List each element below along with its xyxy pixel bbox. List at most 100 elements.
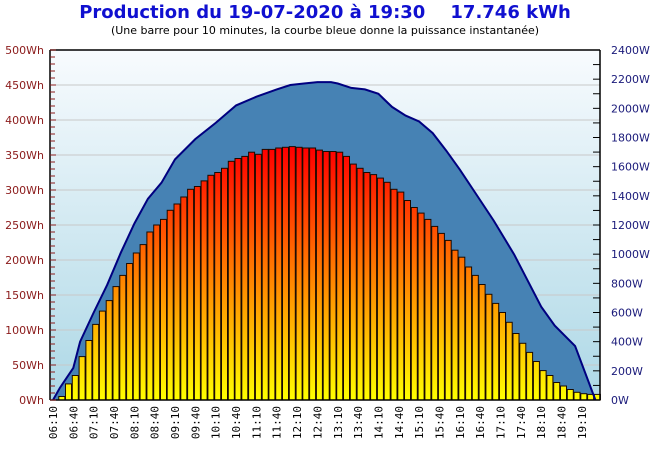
x-axis-label: 18:40 — [556, 406, 569, 439]
energy-bar — [424, 218, 432, 401]
energy-bar — [214, 172, 222, 401]
x-axis-label: 08:10 — [128, 406, 141, 439]
energy-bar — [376, 177, 384, 401]
left-axis-label: 100Wh — [5, 324, 44, 337]
energy-bar — [315, 149, 323, 401]
right-axis-label: 800W — [611, 277, 643, 290]
energy-bar — [532, 361, 540, 401]
energy-bar — [370, 174, 378, 401]
x-axis-label: 07:10 — [88, 406, 101, 439]
energy-bar — [431, 225, 439, 401]
energy-bar — [309, 147, 317, 401]
energy-bar — [71, 375, 79, 401]
energy-bar — [560, 385, 567, 401]
energy-bar — [512, 333, 520, 401]
energy-bar — [221, 167, 228, 401]
right-axis-label: 600W — [611, 307, 643, 320]
energy-bar — [85, 340, 93, 401]
left-axis-label: 0Wh — [19, 394, 44, 407]
left-axis-label: 200Wh — [5, 254, 44, 267]
energy-bar — [180, 196, 188, 401]
energy-bar — [268, 148, 276, 401]
x-axis-label: 10:40 — [230, 406, 243, 439]
x-axis-label: 17:40 — [515, 406, 528, 439]
left-axis-labels: 0Wh 50Wh 100Wh 150Wh 200Wh 250Wh 300Wh 350Wh 400… — [5, 44, 44, 407]
x-axis-label: 07:40 — [108, 406, 121, 439]
left-axis-label: 300Wh — [5, 184, 44, 197]
energy-bar — [417, 212, 425, 401]
energy-bar — [526, 351, 534, 401]
energy-bar — [390, 188, 398, 401]
energy-bar — [539, 370, 547, 401]
x-axis-label: 14:40 — [393, 406, 406, 439]
left-axis-label: 50Wh — [12, 359, 44, 372]
right-axis-label: 1200W — [611, 219, 650, 232]
axes — [49, 49, 601, 401]
energy-bar — [139, 244, 147, 401]
x-axis-label: 18:10 — [535, 406, 548, 439]
x-axis-label: 08:40 — [149, 406, 162, 439]
right-axis-label: 0W — [611, 394, 629, 407]
energy-bar — [519, 342, 527, 401]
energy-bar — [112, 286, 120, 401]
x-axis-label: 19:10 — [576, 406, 589, 439]
x-axis-label: 09:40 — [189, 406, 202, 439]
energy-bar — [580, 393, 588, 401]
energy-bar — [241, 155, 249, 401]
energy-bar — [397, 191, 405, 401]
x-axis-label: 14:10 — [372, 406, 385, 439]
left-axis-label: 450Wh — [5, 79, 44, 92]
right-axis-label: 2000W — [611, 102, 650, 115]
energy-bar — [173, 203, 181, 401]
x-axis-label: 06:40 — [67, 406, 80, 439]
left-axis-label: 150Wh — [5, 289, 44, 302]
x-axis-labels: 06:10 06:40 07:10 07:40 08:10 08:40 09:10 09:40… — [47, 406, 589, 439]
energy-bar — [322, 151, 330, 401]
right-axis-label: 1800W — [611, 132, 650, 145]
energy-bar — [193, 186, 201, 401]
energy-bar — [383, 181, 391, 401]
energy-bar — [153, 224, 161, 401]
energy-bar — [92, 323, 100, 401]
energy-bar — [302, 147, 310, 401]
left-axis-label: 350Wh — [5, 149, 44, 162]
x-axis-label: 13:40 — [352, 406, 365, 439]
x-axis-label: 16:10 — [454, 406, 467, 439]
right-axis-label: 1400W — [611, 190, 650, 203]
energy-bar — [343, 155, 350, 401]
chart-title: Production du 19-07-2020 à 19:30 17.746 … — [79, 2, 571, 23]
energy-bar — [566, 389, 574, 401]
x-axis-label: 15:10 — [413, 406, 426, 439]
energy-bar — [485, 293, 493, 401]
energy-bars — [58, 146, 601, 401]
energy-bar — [65, 383, 72, 401]
energy-bar — [437, 232, 445, 401]
right-axis-label: 1600W — [611, 161, 650, 174]
right-axis-label: 400W — [611, 336, 643, 349]
energy-bar — [275, 147, 283, 401]
energy-bar — [282, 146, 289, 401]
energy-bar — [200, 180, 208, 401]
power-curve-line — [52, 81, 597, 401]
x-axis-label: 09:10 — [169, 406, 182, 439]
energy-bar — [478, 284, 486, 401]
energy-bar — [356, 167, 364, 401]
energy-bar — [132, 252, 140, 401]
energy-bar — [410, 207, 418, 401]
right-axis-label: 2200W — [611, 73, 650, 86]
energy-bar — [505, 321, 513, 401]
x-axis-label: 17:10 — [495, 406, 508, 439]
energy-bar — [254, 153, 262, 401]
energy-bar — [336, 151, 344, 401]
energy-bar — [78, 356, 86, 401]
energy-bar — [207, 174, 215, 401]
x-axis-label: 11:40 — [271, 406, 284, 439]
energy-bar — [295, 146, 303, 401]
energy-bar — [234, 158, 242, 401]
energy-bar — [444, 239, 452, 401]
energy-bar — [119, 274, 127, 401]
right-axis-label: 1000W — [611, 248, 650, 261]
energy-bar — [227, 160, 235, 401]
energy-bar — [451, 249, 459, 401]
